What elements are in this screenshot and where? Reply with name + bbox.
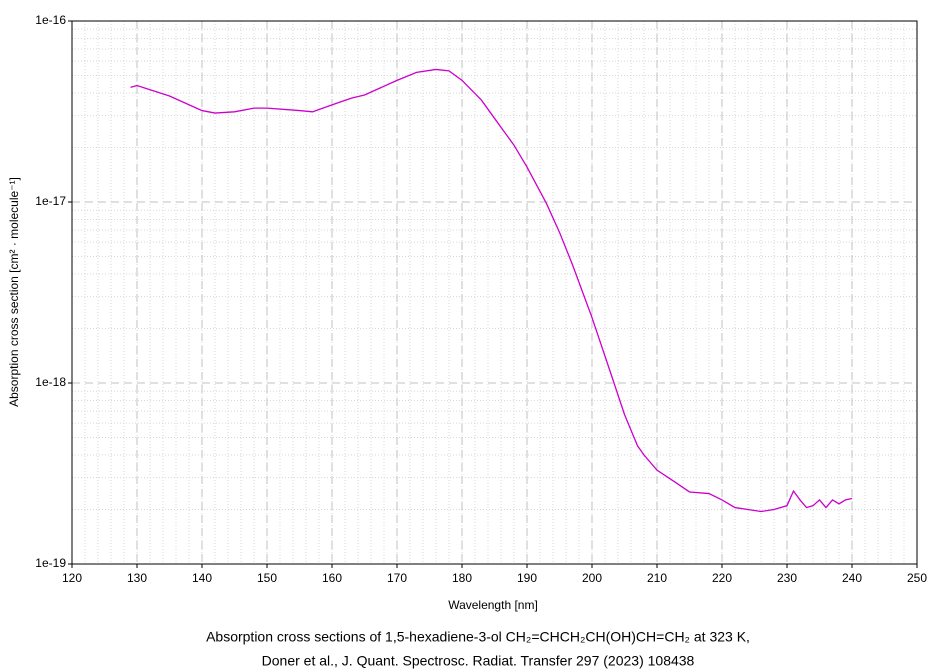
x-tick-label: 180 [452, 571, 472, 585]
x-tick-label: 130 [127, 571, 147, 585]
x-tick-label: 160 [322, 571, 342, 585]
y-axis-label: Absorption cross section [cm² · molecule… [7, 177, 21, 407]
y-tick-label: 1e-19 [35, 556, 66, 570]
x-tick-label: 210 [647, 571, 667, 585]
x-tick-label: 230 [777, 571, 797, 585]
plot-area [72, 21, 917, 564]
x-tick-label: 220 [712, 571, 732, 585]
caption: Absorption cross sections of 1,5-hexadie… [206, 629, 750, 645]
y-tick-label: 1e-17 [35, 194, 66, 208]
x-tick-label: 120 [62, 571, 82, 585]
data-line [130, 68, 853, 513]
x-tick-label: 200 [582, 571, 602, 585]
plot-frame [71, 20, 918, 565]
x-tick-label: 170 [387, 571, 407, 585]
y-tick-label: 1e-16 [35, 13, 66, 27]
x-tick-label: 190 [517, 571, 537, 585]
x-tick-label: 250 [907, 571, 927, 585]
x-axis-label: Wavelength [nm] [448, 598, 538, 612]
x-tick-label: 240 [842, 571, 862, 585]
y-tick-label: 1e-18 [35, 375, 66, 389]
x-tick-label: 140 [192, 571, 212, 585]
x-tick-label: 150 [257, 571, 277, 585]
caption: Doner et al., J. Quant. Spectrosc. Radia… [262, 653, 695, 669]
